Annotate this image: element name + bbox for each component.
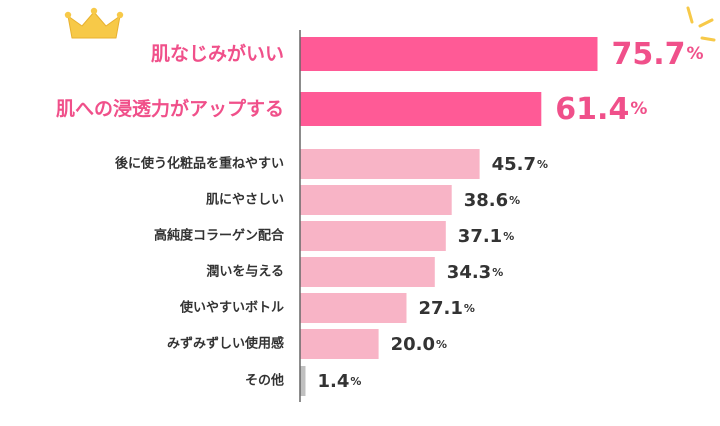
value-label-5: 37.1% (458, 226, 514, 247)
value-unit: % (687, 44, 704, 64)
value-label-9: 1.4% (318, 371, 362, 392)
value-unit: % (537, 158, 548, 171)
category-label-5: 高純度コラーゲン配合 (154, 228, 285, 244)
value-labels: 75.7%61.4%45.7%38.6%37.1%34.3%27.1%20.0%… (318, 37, 704, 392)
value-number: 37.1 (458, 226, 502, 247)
value-number: 34.3 (447, 262, 491, 283)
bar-9 (300, 366, 306, 396)
bar-2 (300, 92, 542, 126)
value-label-6: 34.3% (447, 262, 503, 283)
value-unit: % (464, 302, 475, 315)
sparkle-stroke-1 (686, 6, 694, 24)
value-unit: % (350, 375, 361, 388)
bar-5 (300, 221, 446, 251)
bar-7 (300, 293, 407, 323)
value-label-2: 61.4% (555, 92, 647, 127)
value-number: 27.1 (419, 298, 463, 319)
category-label-7: 使いやすいボトル (179, 300, 284, 316)
sparkle-stroke-2 (698, 18, 714, 28)
value-unit: % (630, 99, 647, 119)
category-label-1: 肌なじみがいい (151, 42, 284, 65)
value-number: 45.7 (492, 154, 536, 175)
bar-3 (300, 149, 480, 179)
value-unit: % (509, 194, 520, 207)
value-unit: % (492, 266, 503, 279)
bar-1 (300, 37, 598, 71)
bar-group (300, 37, 598, 396)
value-number: 38.6 (464, 190, 508, 211)
category-labels: 肌なじみがいい肌への浸透力がアップする後に使う化粧品を重ねやすい肌にやさしい高純… (56, 42, 285, 389)
value-label-4: 38.6% (464, 190, 520, 211)
value-number: 75.7 (612, 37, 686, 72)
chart-decorations (64, 6, 716, 42)
bar-6 (300, 257, 435, 287)
category-label-2: 肌への浸透力がアップする (56, 97, 284, 120)
crown-tip-1 (64, 11, 72, 19)
category-label-9: その他 (245, 373, 284, 389)
value-number: 20.0 (391, 334, 435, 355)
category-label-8: みずみずしい使用感 (167, 336, 284, 352)
crown-tip-3 (116, 11, 124, 19)
sparkle-stroke-3 (700, 36, 716, 42)
crown-tip-2 (90, 7, 98, 15)
value-number: 1.4 (318, 371, 350, 392)
value-label-7: 27.1% (419, 298, 475, 319)
crown-icon (67, 11, 121, 39)
bar-4 (300, 185, 452, 215)
sparkle-icon (686, 6, 716, 42)
value-label-3: 45.7% (492, 154, 548, 175)
category-label-4: 肌にやさしい (206, 193, 284, 208)
value-number: 61.4 (555, 92, 629, 127)
category-label-6: 潤いを与える (206, 265, 284, 280)
value-label-8: 20.0% (391, 334, 447, 355)
category-label-3: 後に使う化粧品を重ねやすい (115, 156, 284, 172)
value-label-1: 75.7% (612, 37, 704, 72)
value-unit: % (436, 338, 447, 351)
bar-8 (300, 329, 379, 359)
value-unit: % (503, 230, 514, 243)
